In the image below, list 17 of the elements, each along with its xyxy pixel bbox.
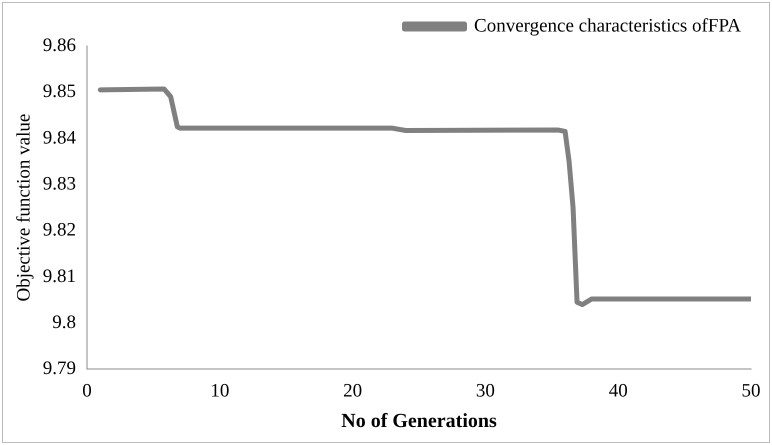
x-tick-label: 0 [82, 380, 92, 402]
y-tick-label: 9.85 [42, 81, 76, 102]
y-tick-label: 9.8 [52, 312, 76, 334]
y-axis-title: Objective function value [13, 114, 34, 302]
x-tick-label: 10 [210, 380, 230, 402]
x-tick-label: 20 [343, 380, 362, 402]
x-axis-title: No of Generations [341, 410, 498, 432]
y-tick-label: 9.81 [42, 266, 76, 287]
x-tick-label: 40 [608, 380, 628, 402]
y-tick-label: 9.79 [42, 358, 76, 380]
x-tick-label: 50 [742, 380, 760, 402]
y-tick-label: 9.82 [42, 220, 76, 241]
y-tick-label: 9.83 [42, 174, 76, 194]
legend-label: Convergence characteristics ofFPA [474, 15, 742, 36]
x-tick-label: 30 [476, 380, 495, 402]
y-tick-label: 9.84 [42, 127, 77, 148]
y-tick-label: 9.86 [42, 34, 76, 56]
